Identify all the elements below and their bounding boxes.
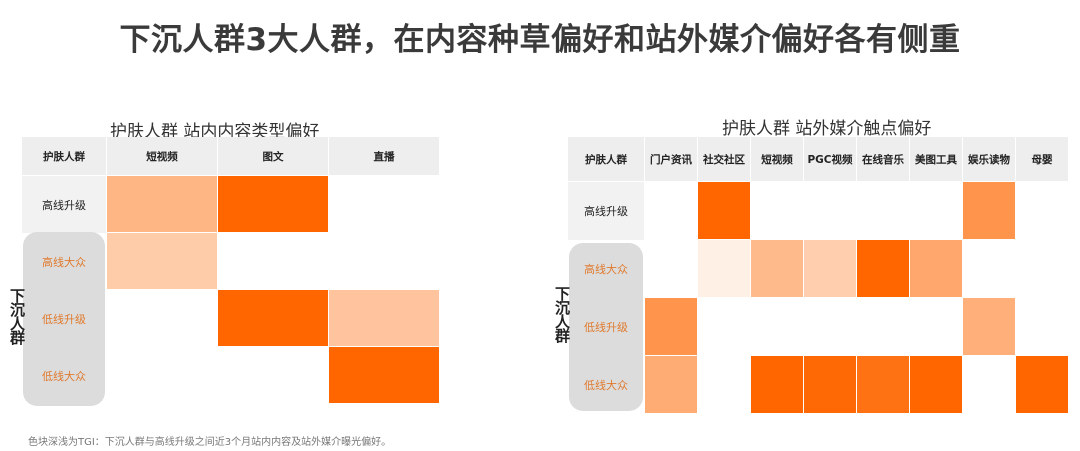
heatmap-cell (963, 298, 1015, 355)
heatmap-cell (107, 233, 217, 289)
heatmap-cell (107, 176, 217, 232)
row-label: 高线大众 (42, 255, 86, 269)
column-header: 短视频 (751, 137, 803, 181)
heatmap-cell (910, 356, 962, 413)
sink-group-label: 下沉人群 (8, 288, 26, 344)
column-header: 娱乐读物 (963, 137, 1015, 181)
corner-label: 护肤人群 (22, 137, 106, 175)
heatmap-cell (857, 356, 909, 413)
row-label: 高线大众 (584, 263, 628, 276)
row-label: 低线大众 (42, 369, 86, 383)
column-header: 图文 (218, 137, 328, 175)
column-header: PGC视频 (804, 137, 856, 181)
column-header: 在线音乐 (857, 137, 909, 181)
page-title: 下沉人群3大人群，在内容种草偏好和站外媒介偏好各有侧重 (119, 22, 961, 58)
heatmap-cell (910, 240, 962, 297)
heatmap-cell (1016, 356, 1068, 413)
row-label: 低线大众 (584, 379, 628, 392)
footnote: 色块深浅为TGI：下沉人群与高线升级之间近3个月站内内容及站外媒介曝光偏好。 (28, 437, 392, 448)
column-header: 社交社区 (698, 137, 750, 181)
column-header: 直播 (329, 137, 439, 175)
row-label: 高线升级 (42, 198, 86, 212)
column-header: 门户资讯 (645, 137, 697, 181)
column-header: 美图工具 (910, 137, 962, 181)
column-header: 母婴 (1016, 137, 1068, 181)
heatmap-cell (698, 240, 750, 297)
row-label: 低线升级 (42, 312, 86, 326)
row-label-bg (22, 176, 106, 233)
row-label: 高线升级 (584, 205, 628, 218)
heatmap-cell (804, 240, 856, 297)
heatmap-cell (751, 356, 803, 413)
column-header: 短视频 (107, 137, 217, 175)
corner-label: 护肤人群 (568, 137, 644, 181)
heatmap-cell (857, 240, 909, 297)
sink-group-label: 下沉人群 (553, 286, 571, 342)
heatmap-cell (218, 176, 328, 232)
heatmap-cell (698, 182, 750, 239)
row-label-bg (568, 182, 644, 240)
heatmap-cell (645, 298, 697, 355)
heatmap-cell (963, 182, 1015, 239)
heatmap-cell (329, 347, 439, 403)
heatmap-cell (751, 240, 803, 297)
sink-group-bg (569, 243, 643, 411)
row-label: 低线升级 (584, 321, 628, 334)
heatmap-cell (218, 290, 328, 346)
sink-group-bg (23, 232, 105, 406)
heatmap-cell (329, 290, 439, 346)
heatmap-cell (804, 356, 856, 413)
heatmap-cell (645, 356, 697, 413)
heatmap-title-media: 护肤人群 站外媒介触点偏好 (722, 119, 932, 139)
